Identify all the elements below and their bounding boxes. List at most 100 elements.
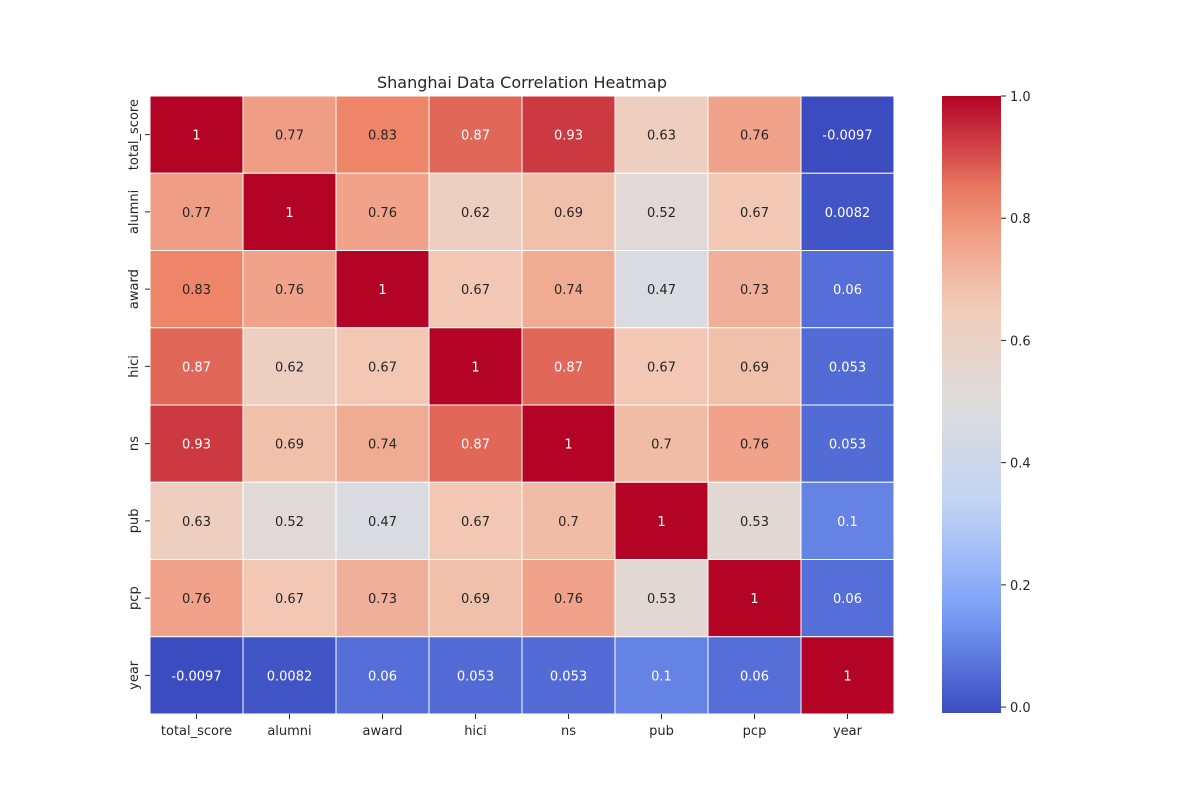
heatmap-cell xyxy=(428,404,523,483)
cell-label: 0.76 xyxy=(740,438,769,453)
cell-label: 0.67 xyxy=(740,206,769,221)
colorbar-tick-label: 1.0 xyxy=(1010,90,1031,105)
cell-label: 0.77 xyxy=(275,129,304,144)
cell-label: 0.67 xyxy=(368,360,397,375)
heatmap-cell xyxy=(428,95,523,174)
cell-label: 0.87 xyxy=(182,360,211,375)
cell-label: 0.87 xyxy=(554,360,583,375)
cell-label: 0.69 xyxy=(740,360,769,375)
cell-label: 0.0082 xyxy=(267,669,313,684)
colorbar-tick-label: 0.2 xyxy=(1010,579,1031,594)
x-tick-label: alumni xyxy=(267,724,311,739)
cell-label: 0.053 xyxy=(550,669,587,684)
cell-label: 1 xyxy=(471,360,479,375)
heatmap-cell xyxy=(521,559,616,638)
heatmap-cell xyxy=(800,559,895,638)
colorbar-tick-label: 0.6 xyxy=(1010,334,1031,349)
cell-label: 0.67 xyxy=(461,515,490,530)
heatmap-cell xyxy=(614,481,709,560)
heatmap-cell xyxy=(614,404,709,483)
cell-label: 1 xyxy=(843,669,851,684)
cell-label: 0.47 xyxy=(647,283,676,298)
cell-label: 0.83 xyxy=(182,283,211,298)
y-tick-label: pub xyxy=(127,509,142,534)
heatmap-cell xyxy=(149,559,244,638)
cell-label: 0.69 xyxy=(554,206,583,221)
cell-label: 0.06 xyxy=(833,592,862,607)
y-tick-label: award xyxy=(127,269,142,309)
cell-label: 0.83 xyxy=(368,129,397,144)
heatmap-cell xyxy=(614,250,709,329)
heatmap-cell xyxy=(242,250,337,329)
heatmap-cell xyxy=(707,559,802,638)
y-tick-label: alumni xyxy=(127,190,142,234)
cell-label: 0.52 xyxy=(647,206,676,221)
heatmap-cell xyxy=(614,95,709,174)
x-tick-label: ns xyxy=(561,724,576,739)
cell-label: 0.73 xyxy=(368,592,397,607)
cell-label: 0.52 xyxy=(275,515,304,530)
heatmap-cell xyxy=(707,481,802,560)
cell-label: 0.69 xyxy=(275,438,304,453)
cell-label: 0.87 xyxy=(461,438,490,453)
cell-label: -0.0097 xyxy=(822,129,872,144)
heatmap-cell xyxy=(242,481,337,560)
x-axis-ticks: total_score alumni award hici ns pub pcp year xyxy=(161,714,863,739)
heatmap-cell xyxy=(521,481,616,560)
x-tick-label: pub xyxy=(649,724,674,739)
cell-label: 0.1 xyxy=(651,669,672,684)
cell-label: 0.1 xyxy=(837,515,858,530)
cell-label: 0.93 xyxy=(554,129,583,144)
cell-label: 0.63 xyxy=(182,515,211,530)
cell-label: 0.053 xyxy=(457,669,494,684)
y-tick-label: year xyxy=(127,660,142,690)
heatmap-cell xyxy=(149,250,244,329)
cell-label: 0.53 xyxy=(647,592,676,607)
cell-label: 0.93 xyxy=(182,438,211,453)
x-tick-label: award xyxy=(363,724,403,739)
colorbar-gradient xyxy=(942,96,1001,713)
heatmap-cell xyxy=(800,172,895,251)
heatmap-cell xyxy=(614,172,709,251)
x-tick-label: hici xyxy=(464,724,487,739)
y-tick-label: total_score xyxy=(127,99,142,170)
heatmap-cell xyxy=(707,404,802,483)
heatmap-cells xyxy=(149,95,895,715)
cell-label: 0.7 xyxy=(651,438,672,453)
heatmap-cell xyxy=(707,250,802,329)
heatmap-cell xyxy=(521,404,616,483)
cell-label: 0.76 xyxy=(182,592,211,607)
heatmap-cell xyxy=(149,95,244,174)
cell-label: 0.053 xyxy=(829,360,866,375)
cell-label: 1 xyxy=(378,283,386,298)
y-tick-label: hici xyxy=(127,355,142,378)
heatmap-cell xyxy=(521,172,616,251)
cell-label: 0.06 xyxy=(368,669,397,684)
cell-label: 1 xyxy=(285,206,293,221)
cell-label: 0.76 xyxy=(368,206,397,221)
x-tick-label: pcp xyxy=(743,724,767,739)
cell-label: 0.62 xyxy=(275,360,304,375)
cell-label: 0.06 xyxy=(740,669,769,684)
cell-label: 0.67 xyxy=(461,283,490,298)
heatmap-cell xyxy=(800,636,895,715)
cell-label: 0.67 xyxy=(275,592,304,607)
heatmap-cell xyxy=(242,559,337,638)
cell-label: 0.77 xyxy=(182,206,211,221)
cell-label: 0.47 xyxy=(368,515,397,530)
colorbar: 0.0 0.2 0.4 0.6 0.8 1.0 xyxy=(942,90,1031,716)
heatmap-cell xyxy=(707,327,802,406)
cell-label: 0.053 xyxy=(829,438,866,453)
heatmap-cell xyxy=(521,636,616,715)
cell-label: 0.06 xyxy=(833,283,862,298)
cell-label: 0.74 xyxy=(368,438,397,453)
heatmap-cell xyxy=(800,404,895,483)
heatmap-cell xyxy=(242,172,337,251)
cell-label: 0.76 xyxy=(275,283,304,298)
cell-label: 0.73 xyxy=(740,283,769,298)
heatmap-cell xyxy=(335,327,430,406)
heatmap-cell xyxy=(242,95,337,174)
heatmap-cell xyxy=(614,559,709,638)
heatmap-cell xyxy=(800,95,895,174)
